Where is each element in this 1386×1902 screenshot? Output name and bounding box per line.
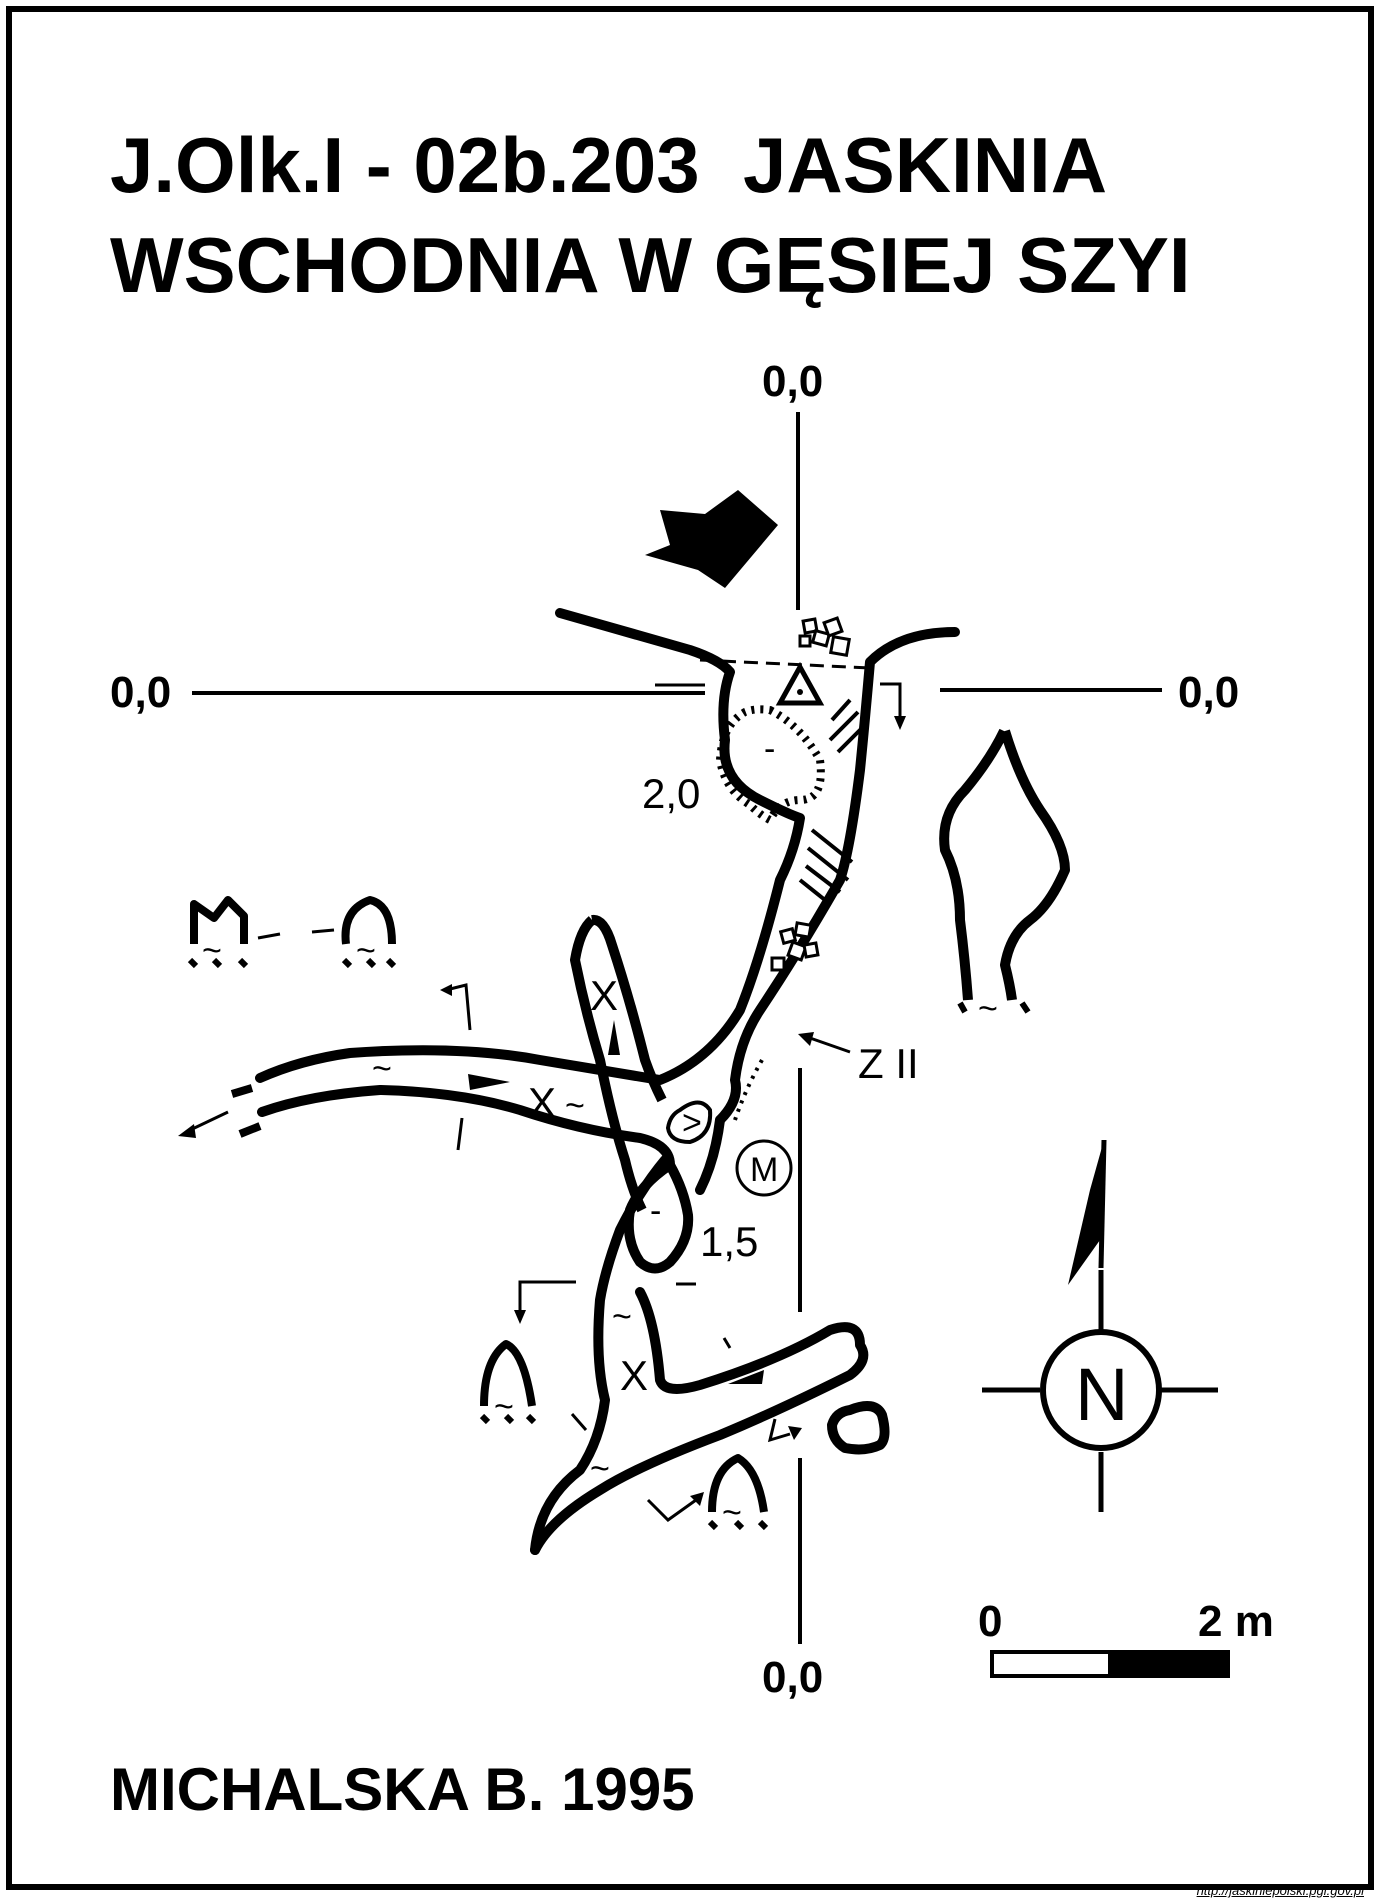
scale-end-label: 2 m	[1198, 1597, 1274, 1646]
profile-mark-upper-left	[445, 983, 472, 1031]
lower-chamber	[623, 1160, 694, 1274]
cave-wall-right	[715, 627, 960, 1125]
slope-arrow-3	[728, 1370, 764, 1384]
author-credit: MICHALSKA B. 1995	[110, 1756, 695, 1823]
north-label: N	[1075, 1353, 1128, 1436]
rock-debris-mid	[770, 921, 820, 972]
reference-axes	[192, 412, 1162, 1644]
exit-arrow-left-head	[178, 1124, 196, 1138]
depth-label-lower: 1,5	[700, 1218, 758, 1265]
debris-x-2: X	[528, 1079, 556, 1126]
side-chamber-right	[939, 728, 1070, 1001]
north-arrow-circle	[1040, 1329, 1162, 1451]
scale-bar	[990, 1650, 1230, 1678]
cave-wall-left	[255, 608, 805, 1085]
upper-chamber-minus: -	[764, 730, 775, 768]
water-symbol-3: ~	[612, 1298, 632, 1336]
profile-water-2: ~	[356, 932, 376, 970]
cave-passage-lower-left	[257, 1085, 675, 1170]
short-dash-2	[722, 1337, 732, 1349]
profile-arrow-z2-head	[798, 1032, 814, 1046]
grid-label-top: 0,0	[762, 357, 823, 406]
rock-debris-top	[798, 616, 852, 658]
scale-start-label: 0	[978, 1597, 1002, 1646]
water-symbol-1: ~	[565, 1087, 585, 1125]
profile-lower-left	[480, 1340, 536, 1407]
slope-arrow-1	[608, 1020, 620, 1055]
debris-x-1: X	[590, 972, 618, 1019]
connector-head-2	[788, 1426, 802, 1440]
water-symbol-4: ~	[590, 1450, 610, 1488]
grid-label-right: 0,0	[1178, 668, 1239, 717]
cave-right-gap	[695, 1115, 725, 1195]
profile-mark-lower-left	[456, 1117, 464, 1151]
north-arrow	[982, 1139, 1218, 1512]
profile-upper-left-2	[341, 896, 396, 945]
survey-point-icon	[775, 661, 825, 706]
depth-label-upper: 2,0	[642, 770, 700, 817]
rock-hatching	[798, 698, 864, 906]
survey-point-dot	[797, 689, 803, 695]
side-chamber-right-drip	[957, 1001, 1031, 1014]
profile-lower-middle	[708, 1454, 768, 1513]
passage-exit-left	[230, 1084, 262, 1138]
stone-block	[665, 1100, 713, 1145]
profile-mark-upper-left-head	[440, 984, 452, 996]
connector-head-1	[514, 1310, 526, 1324]
water-symbol-2: ~	[372, 1050, 392, 1088]
upper-chamber	[715, 705, 825, 826]
grid-label-left: 0,0	[110, 668, 171, 717]
rock-pillar	[570, 914, 667, 1213]
scale-bar-black	[1108, 1650, 1230, 1678]
cross-section-floors	[187, 957, 769, 1531]
profile-arrow-right	[880, 682, 902, 720]
short-dash-3	[570, 1413, 588, 1431]
marker-label: M	[750, 1151, 778, 1189]
map-title-line-2: WSCHODNIA W GĘSIEJ SZYI	[110, 221, 1191, 309]
profile-water-4: ~	[722, 1494, 742, 1532]
scale-bar-white	[990, 1650, 1112, 1678]
overhang-line	[699, 658, 871, 670]
entrance-arrow-icon	[645, 490, 778, 588]
map-title-line-1: J.Olk.I - 02b.203 JASKINIA	[110, 121, 1108, 209]
slope-arrow-2	[468, 1074, 510, 1090]
map-frame	[6, 6, 1374, 1890]
profile-arrow-right-head	[894, 716, 906, 730]
connector-head-3	[690, 1492, 704, 1506]
profile-upper-left-1	[190, 896, 248, 944]
profile-connector-lines	[257, 928, 791, 1522]
profile-water-1: ~	[202, 932, 222, 970]
grid-label-bottom: 0,0	[762, 1653, 823, 1702]
north-pointer-line	[1098, 1139, 1107, 1269]
debris-x-3: X	[620, 1352, 648, 1399]
profile-label-z2: Z II	[858, 1040, 919, 1087]
profile-arrow-z2	[809, 1036, 851, 1054]
north-pointer-icon	[1068, 1140, 1104, 1285]
marker-circle	[735, 1139, 793, 1197]
cave-passage-lower-right	[530, 1287, 869, 1555]
profile-water-3: ~	[494, 1388, 514, 1426]
side-chamber-water: ~	[978, 990, 998, 1028]
cross-section-profiles	[190, 896, 768, 1513]
stone-arrow: >	[682, 1104, 702, 1142]
source-link[interactable]: http://jaskiniepolski.pgi.gov.pl	[1196, 1883, 1364, 1898]
lower-chamber-minus: -	[650, 1192, 661, 1230]
boulder	[827, 1401, 890, 1455]
upper-chamber-outline	[719, 670, 762, 804]
